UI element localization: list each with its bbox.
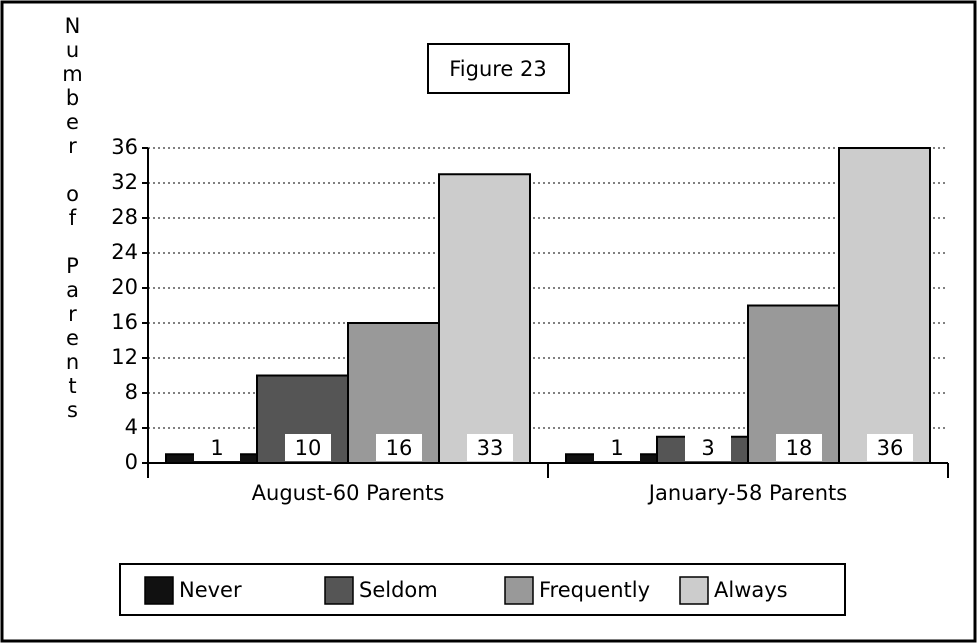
data-label: 16 <box>386 436 413 460</box>
title-box <box>427 43 570 94</box>
legend-swatch <box>324 576 354 605</box>
legend-label: Frequently <box>539 578 650 602</box>
y-tick-label: 16 <box>111 310 138 334</box>
data-label-box <box>376 434 422 461</box>
y-tick-label: 4 <box>125 415 138 439</box>
bar <box>838 147 931 464</box>
data-label-box <box>776 434 822 461</box>
legend-swatch <box>679 576 709 605</box>
data-label: 10 <box>295 436 322 460</box>
data-label: 33 <box>477 436 504 460</box>
data-label-box <box>285 434 331 461</box>
data-label-box <box>467 434 513 461</box>
y-tick-label: 28 <box>111 205 138 229</box>
y-tick-label: 20 <box>111 275 138 299</box>
legend-swatch <box>144 576 174 605</box>
data-label: 18 <box>786 436 813 460</box>
legend-box <box>119 563 846 616</box>
y-tick-label: 8 <box>125 380 138 404</box>
data-label-box <box>194 434 240 461</box>
data-label: 1 <box>210 436 223 460</box>
data-label-box <box>867 434 913 461</box>
y-axis-label: Number of Parents <box>60 14 85 422</box>
data-label-box <box>685 434 731 461</box>
data-label: 1 <box>610 436 623 460</box>
x-tick-label: August-60 Parents <box>252 481 445 505</box>
legend-swatch <box>504 576 534 605</box>
legend-label: Always <box>714 578 788 602</box>
data-label-box <box>594 434 640 461</box>
legend-label: Seldom <box>359 578 438 602</box>
y-tick-label: 24 <box>111 240 138 264</box>
x-tick-label: January-58 Parents <box>647 481 847 505</box>
data-label: 3 <box>701 436 714 460</box>
bar <box>438 173 531 464</box>
chart-title: Figure 23 <box>449 57 547 81</box>
y-tick-label: 36 <box>111 135 138 159</box>
data-label: 36 <box>877 436 904 460</box>
y-tick-label: 0 <box>125 450 138 474</box>
legend-label: Never <box>179 578 242 602</box>
y-tick-label: 12 <box>111 345 138 369</box>
y-tick-label: 32 <box>111 170 138 194</box>
